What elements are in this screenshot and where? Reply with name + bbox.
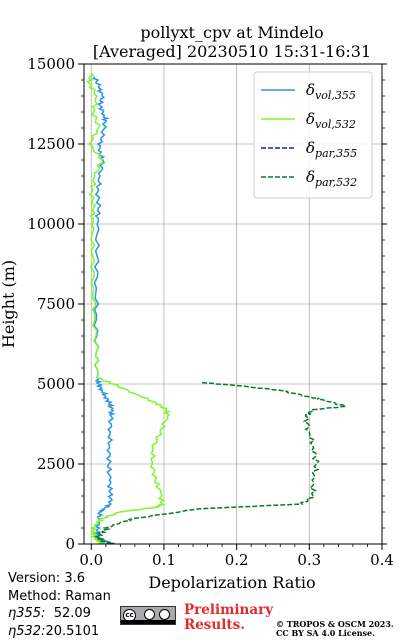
eta355-value: 52.09	[53, 606, 91, 621]
eta355-row: η355: 52.09	[8, 605, 111, 623]
info-panel: Version: 3.6 Method: Raman η355: 52.09 η…	[8, 570, 111, 640]
eta532-row: η532:20.5101	[8, 623, 111, 640]
by-icon	[144, 609, 155, 620]
y-tick-label: 2500	[37, 455, 75, 473]
legend-entry: δvol,355	[306, 81, 356, 102]
y-tick-label: 15000	[27, 55, 75, 73]
x-tick-label: 0.4	[370, 551, 394, 569]
eta355-label: η355:	[8, 606, 46, 621]
x-tick-label: 0.2	[225, 551, 249, 569]
legend-entry: δvol,532	[306, 110, 356, 131]
axis-ticks: 0.0 0.1 0.2 0.3 0.4 0 2500 5000 7500 10000 12500 15…	[27, 55, 394, 569]
legend-entry: δpar,532	[306, 168, 357, 189]
preliminary-notice: Preliminary Results.	[184, 603, 273, 632]
version-text: Version: 3.6	[8, 571, 85, 586]
credit-line1: © TROPOS & OSCM 2023.	[276, 619, 394, 629]
series-line-par-532	[93, 381, 348, 545]
x-tick-label: 0.3	[297, 551, 321, 569]
chart-title-line2: [Averaged] 20230510 15:31-16:31	[93, 42, 371, 61]
cc-license-badge: cc	[120, 606, 176, 625]
y-tick-label: 5000	[37, 375, 75, 393]
y-axis-label: Height (m)	[0, 260, 18, 348]
preliminary-line1: Preliminary	[184, 602, 274, 618]
legend-box	[253, 71, 373, 199]
series-line-vol-532	[86, 73, 172, 545]
x-axis-label: Depolarization Ratio	[148, 573, 315, 592]
x-tick-label: 0.1	[152, 551, 176, 569]
license-bar	[121, 620, 175, 624]
y-tick-label: 10000	[27, 215, 75, 233]
method-text: Method: Raman	[8, 588, 111, 604]
legend-entry: δpar,355	[306, 139, 357, 160]
x-tick-label: 0.0	[79, 551, 103, 569]
credit-line2: CC BY SA 4.0 License.	[276, 628, 375, 638]
y-tick-label: 12500	[27, 135, 75, 153]
eta532-label: η532:	[8, 623, 46, 639]
chart-title-line1: pollyxt_cpv at Mindelo	[140, 23, 323, 42]
series-group	[86, 73, 348, 545]
y-tick-label: 0	[65, 535, 75, 553]
series-line-vol-355	[92, 76, 116, 545]
eta532-value: 20.5101	[45, 623, 100, 639]
preliminary-line2: Results.	[184, 616, 245, 633]
legend: δvol,355 δvol,532 δpar,355 δpar,532	[253, 71, 373, 199]
sa-icon	[159, 609, 170, 620]
y-tick-label: 7500	[37, 295, 75, 313]
credit-text: © TROPOS & OSCM 2023. CC BY SA 4.0 Licen…	[276, 620, 394, 638]
